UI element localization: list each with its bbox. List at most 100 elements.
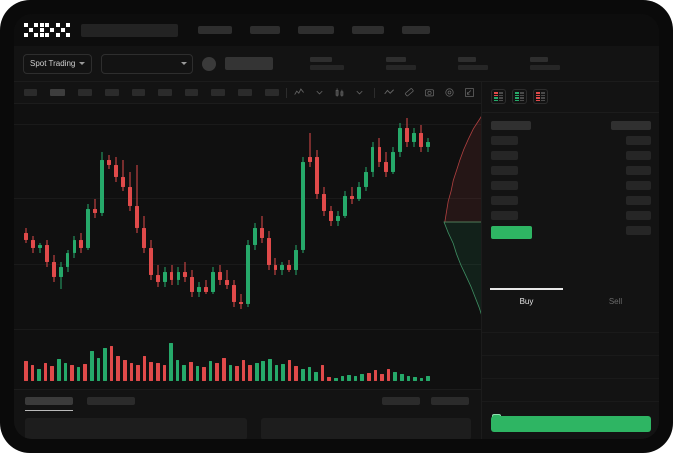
okx-logo-icon[interactable]: [24, 23, 70, 37]
volume-bar: [142, 355, 147, 381]
camera-icon[interactable]: [424, 87, 435, 98]
order-price-field[interactable]: [482, 316, 659, 333]
orderbook-body[interactable]: [482, 112, 659, 282]
stat-24h-volume-label: [530, 57, 549, 62]
tf-5m[interactable]: [50, 89, 65, 96]
nav-buy-crypto[interactable]: [198, 26, 232, 34]
candle-body: [72, 240, 77, 253]
volume-bar: [294, 366, 299, 381]
indicators-icon[interactable]: [294, 87, 305, 98]
search-input[interactable]: [81, 23, 178, 37]
tf-1mo[interactable]: [238, 89, 252, 96]
trading-mode-selector[interactable]: Spot Trading: [23, 53, 93, 74]
app-screen: Spot Trading: [14, 14, 659, 439]
volume-bar: [314, 371, 318, 381]
tf-4h[interactable]: [158, 89, 172, 96]
candle: [391, 104, 396, 329]
orderbook-row-left[interactable]: [491, 181, 518, 190]
candle: [121, 104, 125, 329]
nav-markets[interactable]: [250, 26, 280, 34]
volume-bar: [419, 377, 424, 381]
volume-series: [14, 336, 481, 381]
volume-bar: [188, 362, 193, 381]
place-buy-order-button[interactable]: [491, 416, 651, 432]
orderbook-row-right[interactable]: [626, 226, 651, 235]
candle: [363, 104, 368, 329]
orderbook-row-left[interactable]: [491, 151, 518, 160]
candle: [370, 104, 375, 329]
tf-1w[interactable]: [211, 89, 225, 96]
tf-30m[interactable]: [105, 89, 119, 96]
orderbook-row-left[interactable]: [491, 136, 518, 145]
tf-1h[interactable]: [132, 89, 145, 96]
line-chart-icon[interactable]: [384, 87, 395, 98]
orderbook-view-bids[interactable]: [512, 89, 527, 104]
order-amount-field[interactable]: [482, 339, 659, 356]
volume-bar: [340, 375, 345, 381]
candle-wick: [94, 198, 96, 219]
orderbook-view-both[interactable]: [491, 89, 506, 104]
orderbook-row-right[interactable]: [626, 166, 651, 175]
candle-type-icon[interactable]: [334, 87, 345, 98]
volume-bar: [380, 373, 384, 381]
volume-bar: [235, 366, 239, 381]
action-hide-other-pairs[interactable]: [382, 397, 420, 405]
nav-more[interactable]: [402, 26, 430, 34]
panel-card-left: [25, 418, 247, 439]
fullscreen-icon[interactable]: [464, 87, 475, 98]
candle-body: [86, 208, 91, 248]
timeframe-group: [24, 89, 279, 96]
orderbook-highlight-row[interactable]: [491, 226, 532, 239]
tab-open-orders[interactable]: [25, 397, 73, 411]
candle-body: [176, 272, 181, 280]
orders-content: [25, 418, 471, 439]
candle-body: [287, 264, 292, 270]
candle: [412, 104, 417, 329]
tab-sell[interactable]: Sell: [571, 288, 659, 314]
orderbook-row-left[interactable]: [491, 166, 518, 175]
candle: [162, 104, 167, 329]
tf-15m[interactable]: [78, 89, 92, 96]
tf-more[interactable]: [265, 89, 279, 96]
orderbook-view-asks[interactable]: [533, 89, 548, 104]
chevron-down-icon[interactable]: [354, 87, 365, 98]
orderbook-row-right[interactable]: [626, 181, 651, 190]
tab-sell-label: Sell: [608, 296, 623, 306]
candle-body: [273, 264, 278, 270]
orderbook-row-left[interactable]: [491, 196, 518, 205]
candle-wick: [136, 164, 138, 234]
order-total-field[interactable]: [482, 362, 659, 379]
orderbook-row-left[interactable]: [491, 211, 518, 220]
orderbook-view-toggles: [482, 82, 659, 104]
candle: [329, 104, 333, 329]
candle: [342, 104, 347, 329]
nav-grow[interactable]: [352, 26, 384, 34]
candle-body: [100, 159, 105, 214]
orderbook-row-right[interactable]: [626, 196, 651, 205]
orderbook-row-right[interactable]: [626, 136, 651, 145]
volume-bar: [83, 364, 87, 381]
orderbook-header-left[interactable]: [491, 121, 531, 130]
volume-bar: [50, 366, 54, 381]
candle-body: [197, 286, 202, 292]
candle-body: [391, 152, 396, 172]
settings-gear-icon[interactable]: [444, 87, 455, 98]
price-chart[interactable]: [14, 104, 481, 389]
tab-order-history[interactable]: [87, 397, 135, 405]
candle: [308, 104, 313, 329]
tf-1m[interactable]: [24, 89, 37, 96]
tab-buy[interactable]: Buy: [482, 288, 571, 314]
chevron-down-icon[interactable]: [314, 87, 325, 98]
volume-bar: [307, 367, 312, 381]
ruler-icon[interactable]: [404, 87, 415, 98]
orderbook-row-right[interactable]: [626, 151, 651, 160]
tab-buy-label: Buy: [519, 296, 534, 306]
action-cancel-all[interactable]: [431, 397, 469, 405]
orderbook-row-right[interactable]: [626, 211, 651, 220]
trading-pair-select[interactable]: [101, 53, 194, 74]
order-fee-row[interactable]: [482, 385, 659, 402]
tf-1d[interactable]: [185, 89, 198, 96]
nav-trade[interactable]: [298, 26, 334, 34]
orderbook-header-right[interactable]: [611, 121, 651, 130]
